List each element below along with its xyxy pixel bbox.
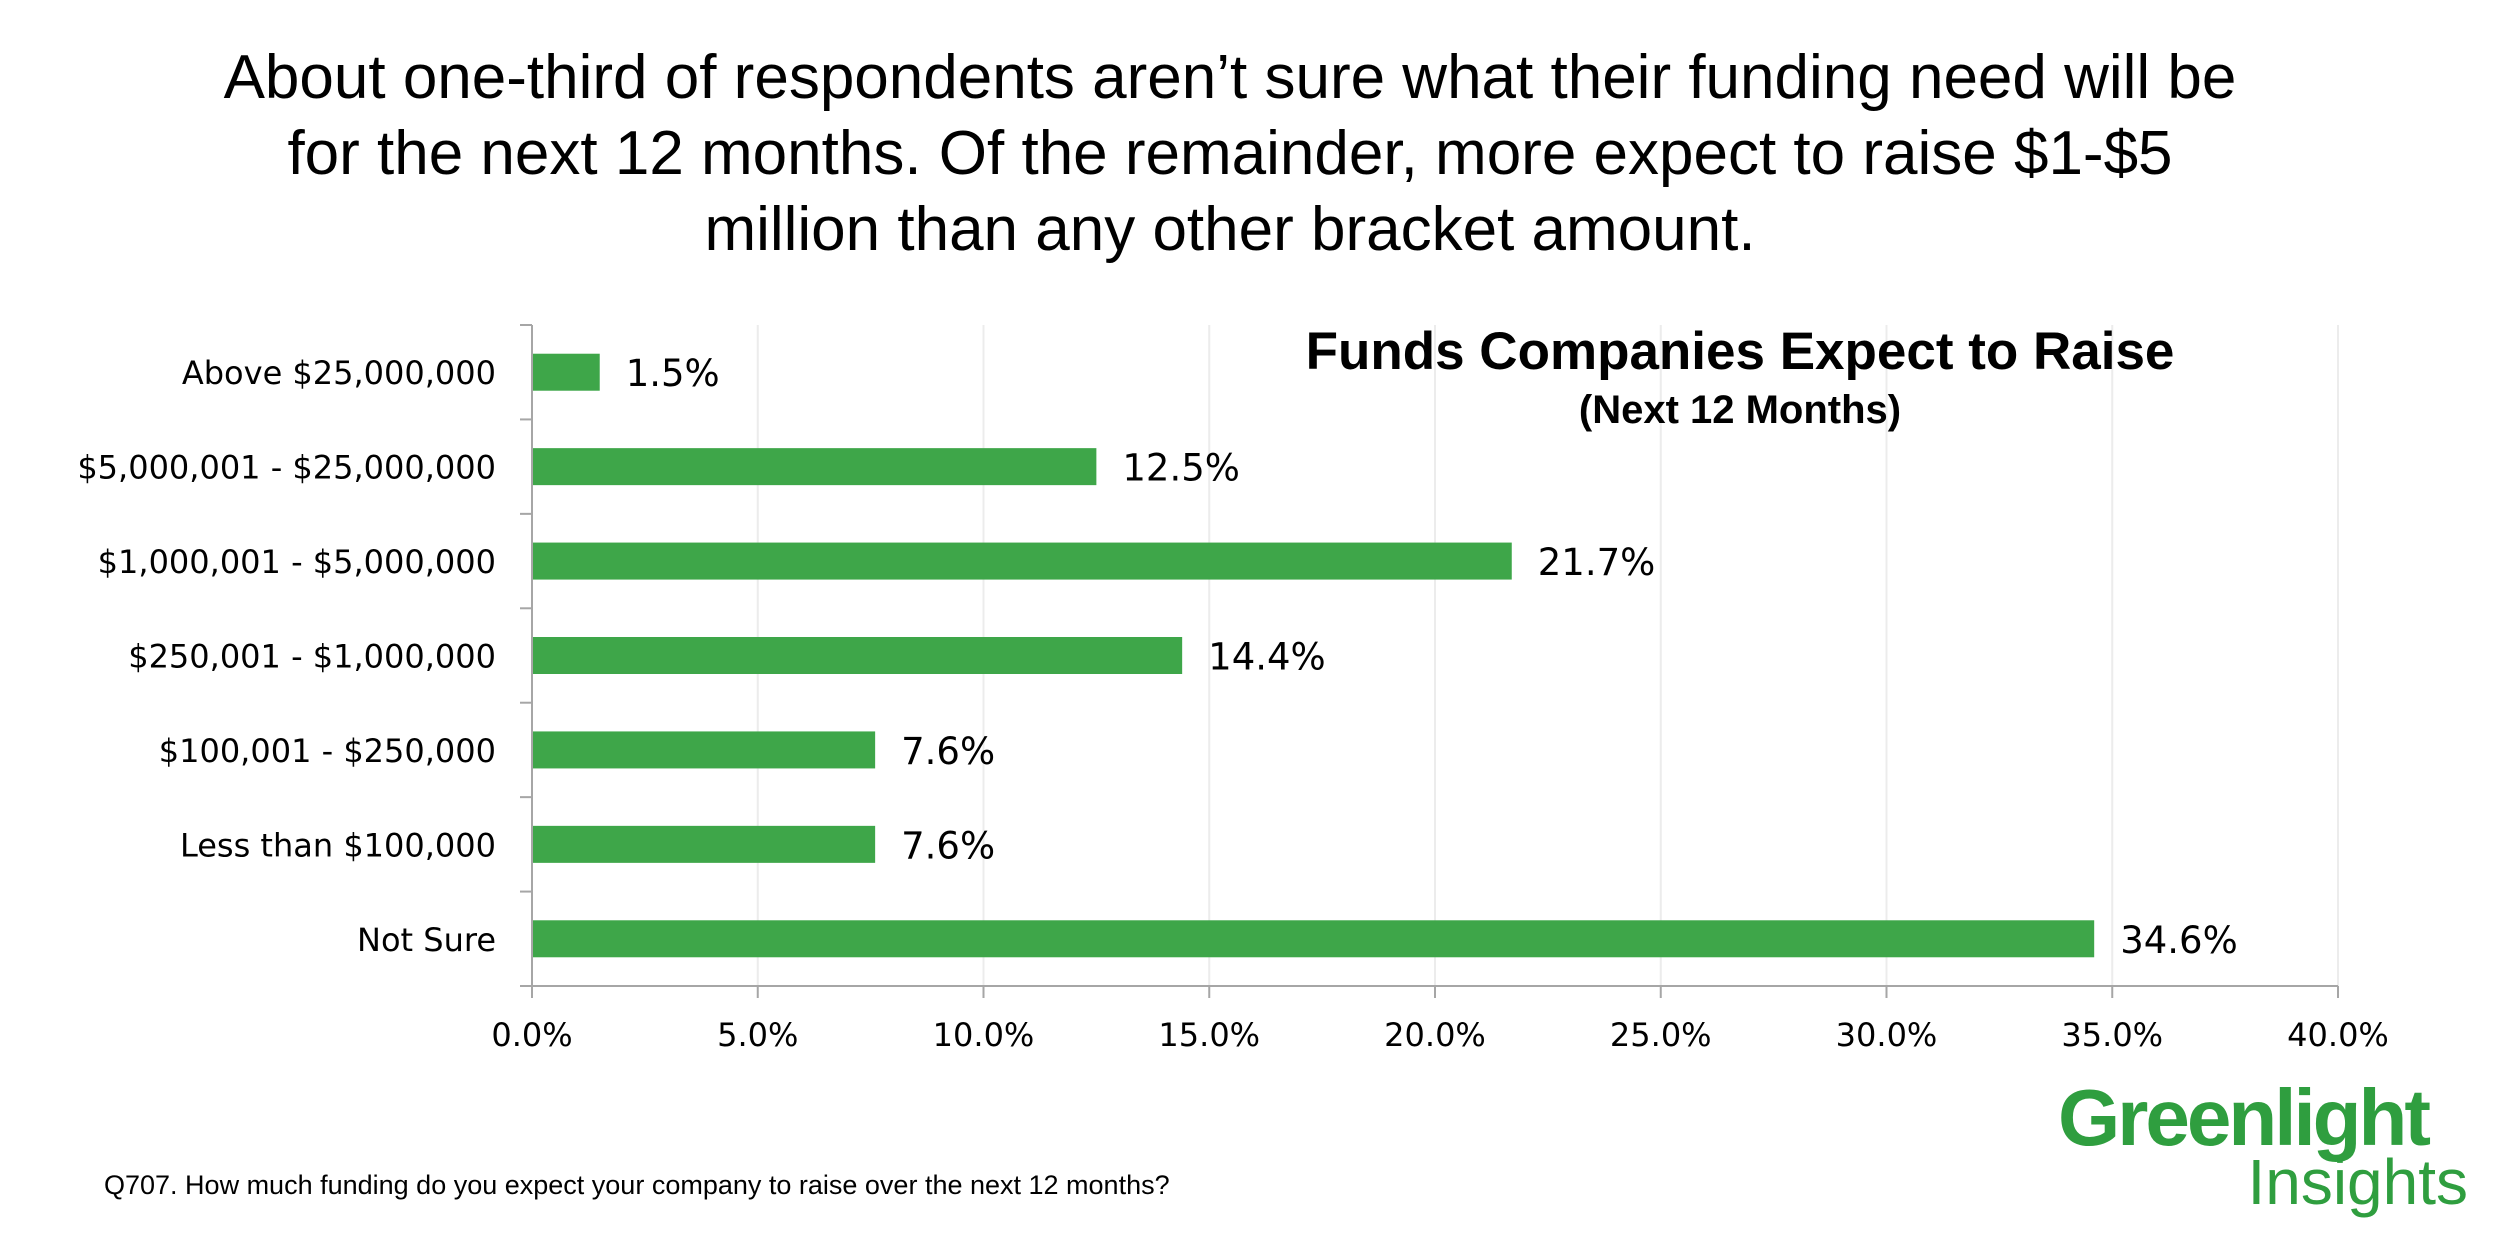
bar-4 xyxy=(533,731,876,769)
bar-0 xyxy=(533,353,600,391)
category-label-1: $5,000,001 - $25,000,000 xyxy=(77,449,496,487)
category-label-6: Not Sure xyxy=(357,921,496,959)
value-label-1: 12.5% xyxy=(1122,447,1240,490)
value-label-5: 7.6% xyxy=(901,824,995,867)
x-tick-label-2: 10.0% xyxy=(933,1016,1035,1054)
footnote: Q707. How much funding do you expect you… xyxy=(104,1170,1170,1200)
greenlight-insights-logo: Greenlight Insights xyxy=(2058,1073,2478,1218)
value-label-3: 14.4% xyxy=(1208,636,1326,679)
value-label-6: 34.6% xyxy=(2120,919,2238,962)
value-label-0: 1.5% xyxy=(626,352,720,395)
headline-line-3: million than any other bracket amount. xyxy=(704,195,1756,264)
bar-5 xyxy=(533,825,876,863)
bar-3 xyxy=(533,637,1183,674)
bar-1 xyxy=(533,448,1097,486)
x-tick-label-6: 30.0% xyxy=(1836,1016,1938,1054)
x-tick-label-4: 20.0% xyxy=(1384,1016,1486,1054)
category-label-2: $1,000,001 - $5,000,000 xyxy=(98,543,496,581)
logo-wordmark-bottom: Insights xyxy=(2247,1146,2468,1218)
chart-subtitle: (Next 12 Months) xyxy=(1578,388,1902,432)
value-label-2: 21.7% xyxy=(1538,541,1656,584)
x-tick-label-3: 15.0% xyxy=(1158,1016,1260,1054)
value-label-4: 7.6% xyxy=(901,730,995,773)
logo-wordmark-top: Greenlight xyxy=(2058,1073,2431,1162)
headline-line-2: for the next 12 months. Of the remainder… xyxy=(287,119,2173,188)
headline: About one-third of respondents aren’t su… xyxy=(140,40,2320,268)
headline-line-1: About one-third of respondents aren’t su… xyxy=(223,43,2237,112)
bar-2 xyxy=(533,542,1512,580)
x-tick-label-1: 5.0% xyxy=(717,1016,798,1054)
category-label-3: $250,001 - $1,000,000 xyxy=(128,638,496,676)
category-label-5: Less than $100,000 xyxy=(180,826,496,864)
chart-title: Funds Companies Expect to Raise xyxy=(1305,322,2175,381)
category-label-0: Above $25,000,000 xyxy=(182,354,496,392)
x-tick-label-5: 25.0% xyxy=(1610,1016,1712,1054)
x-tick-label-0: 0.0% xyxy=(491,1016,572,1054)
x-tick-label-7: 35.0% xyxy=(2061,1016,2163,1054)
bar-6 xyxy=(533,920,2095,958)
category-label-4: $100,001 - $250,000 xyxy=(159,732,496,770)
bar-chart: 0.0% 5.0% 10.0% 15.0% 20.0% 25.0% 30.0% 35.0% 40… xyxy=(77,324,2389,1054)
x-tick-label-8: 40.0% xyxy=(2287,1016,2389,1054)
